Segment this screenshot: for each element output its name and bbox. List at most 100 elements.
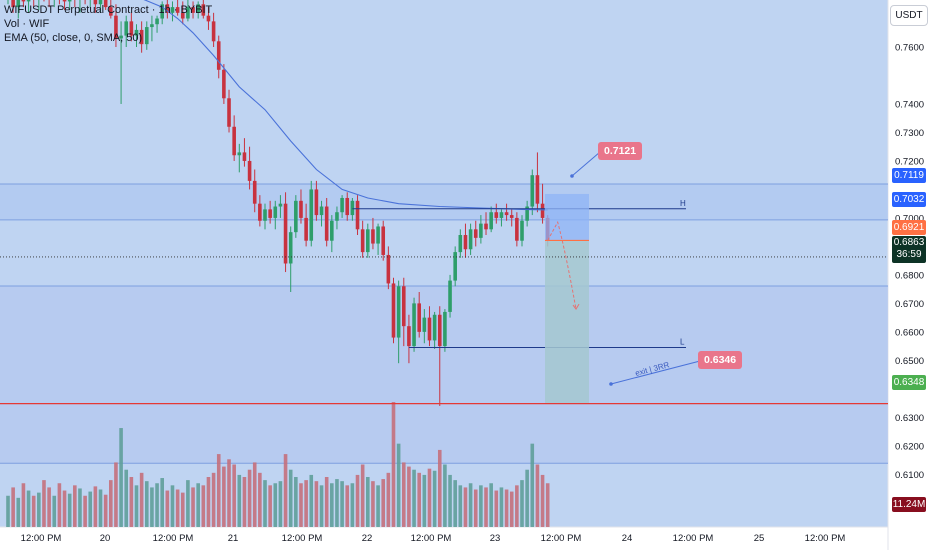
price-label-exit: 0.6348 — [892, 375, 926, 390]
candle-body — [525, 206, 529, 221]
volume-bar — [170, 485, 175, 527]
candle-body — [340, 197, 344, 213]
price-label-last: 0.6863 36:59 — [892, 236, 926, 263]
volume-bar — [515, 485, 519, 527]
exit-price-callout[interactable]: 0.6346 — [698, 351, 743, 369]
candle-body — [417, 303, 421, 332]
candle-body — [62, 0, 67, 2]
volume-bar — [294, 477, 298, 527]
candle-body — [155, 18, 159, 25]
candle-body — [509, 215, 514, 218]
price-tick-label: 0.6200 — [895, 441, 924, 452]
candle-body — [412, 303, 416, 347]
candle-body — [366, 229, 370, 253]
volume-bar — [340, 481, 344, 527]
candle-body — [119, 35, 123, 39]
candle-body — [98, 0, 103, 5]
h-level-label: H — [680, 199, 686, 208]
volume-bar — [520, 480, 524, 527]
volume-bar — [165, 490, 170, 527]
time-tick-label: 12:00 PM — [411, 533, 452, 544]
candle-body — [386, 254, 391, 284]
l-level-label: L — [680, 338, 685, 347]
volume-bar — [432, 470, 437, 527]
candle-body — [186, 7, 190, 19]
price-label-entry: 0.6921 — [892, 220, 926, 235]
candle-body — [463, 235, 468, 250]
candle-body — [479, 223, 483, 238]
volume-bar — [109, 480, 113, 527]
volume-bar — [93, 486, 98, 527]
upper-zone — [0, 184, 888, 220]
volume-bar — [545, 483, 550, 527]
volume-bar — [57, 483, 62, 527]
volume-bar — [288, 469, 293, 527]
volume-bar — [47, 487, 51, 527]
candle-body — [360, 229, 365, 253]
candle-body — [124, 21, 129, 36]
volume-bar — [129, 477, 134, 527]
volume-bar — [26, 490, 31, 527]
candle-body — [165, 4, 170, 13]
currency-button[interactable]: USDT — [890, 5, 928, 26]
candle-body — [473, 229, 478, 238]
volume-bar — [458, 485, 463, 527]
candle-body — [391, 283, 396, 338]
volume-bar — [540, 474, 545, 527]
volume-bar — [535, 464, 540, 527]
candle-body — [103, 0, 108, 8]
volume-bar — [437, 449, 442, 527]
target-price-callout[interactable]: 0.7121 — [598, 142, 643, 160]
candle-body — [288, 232, 293, 264]
time-tick-label: 23 — [490, 533, 501, 544]
volume-bar — [366, 477, 370, 527]
volume-bar — [448, 474, 452, 527]
candle-body — [319, 206, 324, 216]
candle-body — [381, 226, 386, 255]
candle-body — [427, 317, 432, 341]
candle-body — [144, 27, 149, 45]
volume-bar — [196, 483, 200, 527]
candle-body — [21, 0, 26, 2]
volume-bar — [386, 472, 391, 527]
candle-body — [129, 21, 134, 36]
time-tick-label: 24 — [622, 533, 633, 544]
volume-bar — [222, 466, 226, 527]
candle-body — [484, 223, 488, 230]
price-tick-label: 0.7000 — [895, 213, 924, 224]
candle-body — [494, 212, 499, 218]
candle-body — [540, 203, 545, 218]
time-tick-label: 12:00 PM — [541, 533, 582, 544]
volume-indicator-label[interactable]: Vol · WIF — [4, 18, 50, 30]
volume-bar — [247, 469, 252, 527]
candle-body — [67, 0, 72, 2]
time-tick-label: 12:00 PM — [153, 533, 194, 544]
candle-body — [432, 314, 437, 341]
candle-body — [324, 206, 329, 241]
time-tick-label: 12:00 PM — [21, 533, 62, 544]
volume-bar — [468, 483, 473, 527]
volume-bar — [509, 491, 514, 527]
volume-bar — [42, 480, 46, 527]
candle-body — [407, 326, 411, 347]
candle-body — [134, 29, 139, 36]
candle-body — [93, 0, 98, 5]
candle-body — [468, 229, 473, 250]
price-tick-label: 0.6700 — [895, 299, 924, 310]
candle-body — [499, 212, 504, 218]
candle-body — [252, 180, 257, 204]
price-label-zone: 0.7119 — [892, 168, 926, 183]
volume-bar — [114, 462, 118, 527]
ema-indicator-label[interactable]: EMA (50, close, 0, SMA, 50) — [4, 32, 143, 44]
candle-body — [422, 317, 427, 332]
volume-bar — [443, 464, 447, 527]
chart-legend: WIFUSDT Perpetual Contract · 1h · BYBIT … — [4, 3, 212, 45]
symbol-title[interactable]: WIFUSDT Perpetual Contract · 1h · BYBIT — [4, 4, 213, 16]
volume-bar — [422, 474, 427, 527]
candle-body — [170, 7, 175, 13]
candle-body — [242, 152, 247, 161]
volume-bar — [504, 489, 509, 527]
candle-body — [314, 189, 319, 216]
candle-body — [396, 286, 401, 338]
